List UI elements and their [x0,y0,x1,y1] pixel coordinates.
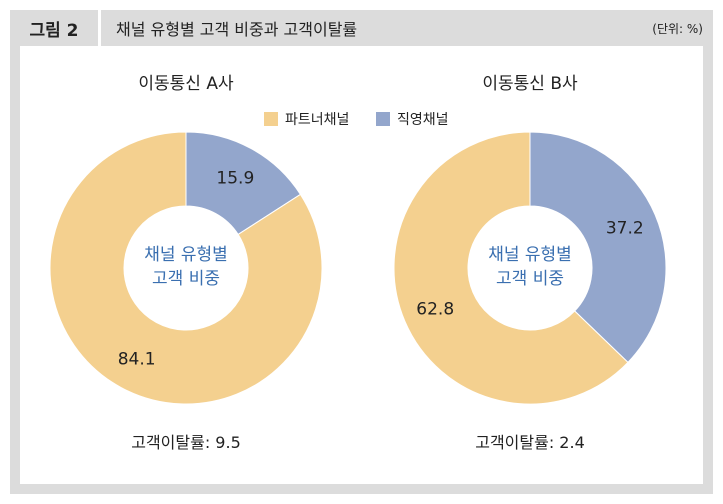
center-label-line2-1: 고객 비중 [152,269,220,289]
legend-label-direct: 직영채널 [397,112,449,128]
legend-label-partner: 파트너채널 [285,112,349,128]
slice-label-2-direct: 37.2 [606,219,644,239]
slice-2-direct [529,131,667,364]
churn-rate-2: 고객이탈률: 2.4 [475,433,585,452]
slice-1-partner [49,131,323,405]
unit-label: (단위: %) [652,21,703,36]
legend-swatch-direct [376,112,390,126]
center-label-line1-2: 채널 유형별 [488,245,572,265]
slice-label-2-partner: 62.8 [416,299,454,319]
churn-rate-1: 고객이탈률: 9.5 [131,433,241,452]
figure-header: 그림 2 채널 유형별 고객 비중과 고객이탈률 (단위: %) [10,10,713,46]
header-divider [98,10,101,46]
center-label-line1-1: 채널 유형별 [144,245,228,265]
slice-label-1-partner: 84.1 [118,349,156,369]
center-label-line2-2: 고객 비중 [496,269,564,289]
figure-title: 채널 유형별 고객 비중과 고객이탈률 [116,20,358,39]
chart-title-2: 이동통신 B사 [482,74,578,94]
slice-label-1-direct: 15.9 [216,169,254,189]
figure-label: 그림 2 [29,20,79,41]
legend-swatch-partner [264,112,278,126]
chart-title-1: 이동통신 A사 [138,74,234,94]
slice-2-partner [393,131,629,405]
chart-panel [20,46,703,484]
